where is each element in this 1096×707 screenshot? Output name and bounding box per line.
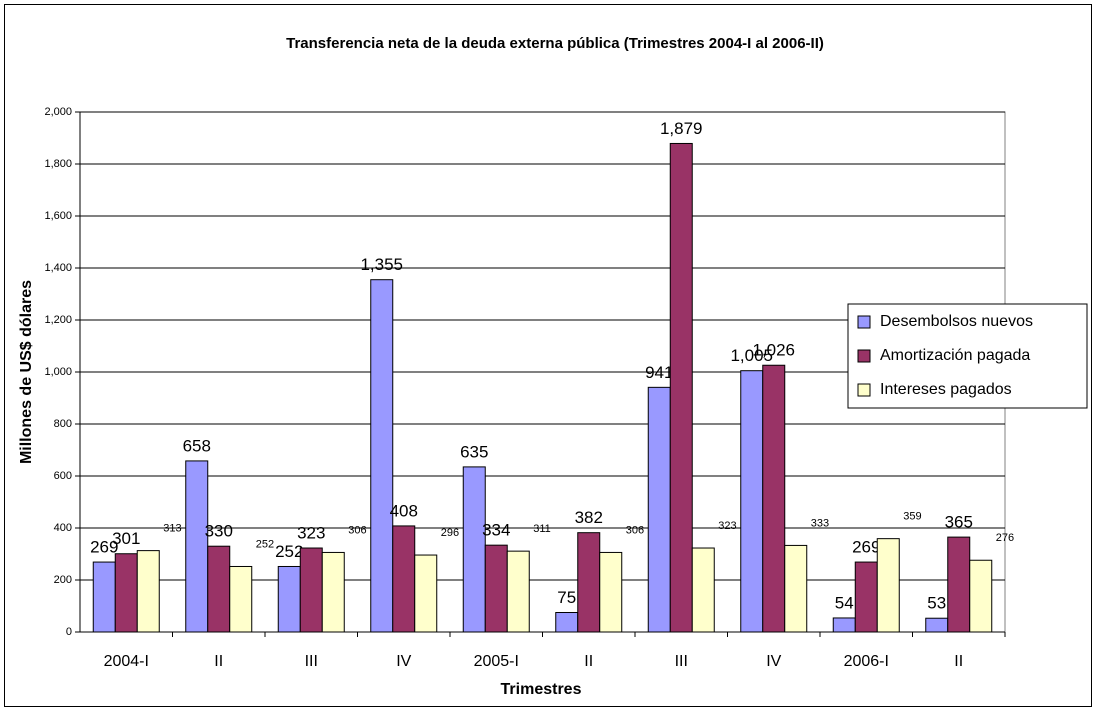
bar	[669, 142, 693, 633]
y-tick-label: 800	[54, 418, 72, 430]
bar	[832, 617, 856, 633]
bar	[299, 547, 323, 633]
bar	[277, 565, 301, 633]
bar	[136, 550, 160, 633]
data-label: 323	[718, 520, 736, 532]
y-tick-label: 400	[54, 522, 72, 534]
data-label: 323	[297, 524, 325, 543]
bar	[876, 538, 900, 633]
x-tick-label: 2005-I	[474, 653, 519, 670]
legend-swatch	[857, 349, 871, 363]
bar	[577, 532, 601, 633]
data-label: 269	[852, 538, 880, 557]
bar	[969, 559, 993, 633]
chart-title: Transferencia neta de la deuda externa p…	[286, 35, 824, 52]
data-label: 334	[482, 521, 510, 540]
data-label: 408	[390, 501, 418, 520]
y-tick-label: 600	[54, 470, 72, 482]
bar	[370, 279, 394, 633]
data-label: 1,355	[360, 255, 403, 274]
y-tick-label: 1,000	[44, 366, 72, 378]
data-label: 365	[945, 513, 973, 532]
data-label: 333	[811, 517, 829, 529]
data-label: 1,026	[752, 341, 795, 360]
data-label: 269	[90, 538, 118, 557]
bar	[414, 554, 438, 633]
x-tick-label: 2004-I	[104, 653, 149, 670]
bar	[392, 525, 416, 633]
y-tick-label: 2,000	[44, 106, 72, 118]
data-label: 359	[903, 511, 921, 523]
bar	[114, 553, 138, 633]
x-tick-label: IV	[766, 653, 781, 670]
x-tick-label: II	[584, 653, 593, 670]
y-tick-label: 1,200	[44, 314, 72, 326]
bar	[647, 386, 671, 633]
bar	[740, 370, 764, 633]
legend-label: Desembolsos nuevos	[880, 313, 1033, 330]
y-tick-label: 1,800	[44, 158, 72, 170]
y-tick-label: 200	[54, 574, 72, 586]
data-label: 635	[460, 442, 488, 461]
y-tick-label: 1,600	[44, 210, 72, 222]
bar	[925, 617, 949, 633]
bar	[784, 544, 808, 633]
bar	[92, 561, 116, 633]
y-axis-title: Millones de US$ dólares	[18, 280, 35, 464]
bar	[185, 460, 209, 633]
data-label: 276	[996, 532, 1014, 544]
legend-swatch	[857, 383, 871, 397]
x-tick-label: III	[675, 653, 688, 670]
legend-label: Intereses pagados	[880, 381, 1012, 398]
data-label: 252	[275, 542, 303, 561]
data-label: 54	[835, 593, 854, 612]
bar	[599, 551, 623, 633]
data-label: 296	[441, 527, 459, 539]
legend-swatch	[857, 315, 871, 329]
x-tick-label: II	[214, 653, 223, 670]
data-label: 75	[557, 588, 576, 607]
y-tick-label: 1,400	[44, 262, 72, 274]
data-label: 330	[205, 522, 233, 541]
bar	[229, 565, 253, 633]
bar	[321, 551, 345, 633]
data-label: 311	[533, 523, 551, 535]
y-tick-label: 0	[66, 626, 72, 638]
data-label: 306	[348, 524, 366, 536]
bar	[947, 536, 971, 633]
bar	[207, 545, 231, 633]
data-label: 53	[927, 594, 946, 613]
bar	[691, 547, 715, 633]
bar	[555, 612, 579, 633]
data-label: 313	[163, 523, 181, 535]
bar	[484, 544, 508, 633]
bar	[506, 550, 530, 633]
x-tick-label: IV	[396, 653, 411, 670]
x-tick-label: II	[954, 653, 963, 670]
data-label: 252	[256, 538, 274, 550]
x-axis-title: Trimestres	[501, 681, 582, 698]
data-label: 306	[626, 524, 644, 536]
data-label: 1,005	[730, 346, 773, 365]
bar	[854, 561, 878, 633]
data-label: 941	[645, 363, 673, 382]
data-label: 382	[575, 508, 603, 527]
x-tick-label: III	[305, 653, 318, 670]
bar	[462, 466, 486, 633]
bar	[762, 364, 786, 633]
data-label: 301	[112, 529, 140, 548]
data-label: 1,879	[660, 119, 703, 138]
legend-box	[847, 303, 1088, 409]
x-tick-label: 2006-I	[844, 653, 889, 670]
data-label: 658	[183, 436, 211, 455]
legend-label: Amortización pagada	[880, 347, 1030, 364]
